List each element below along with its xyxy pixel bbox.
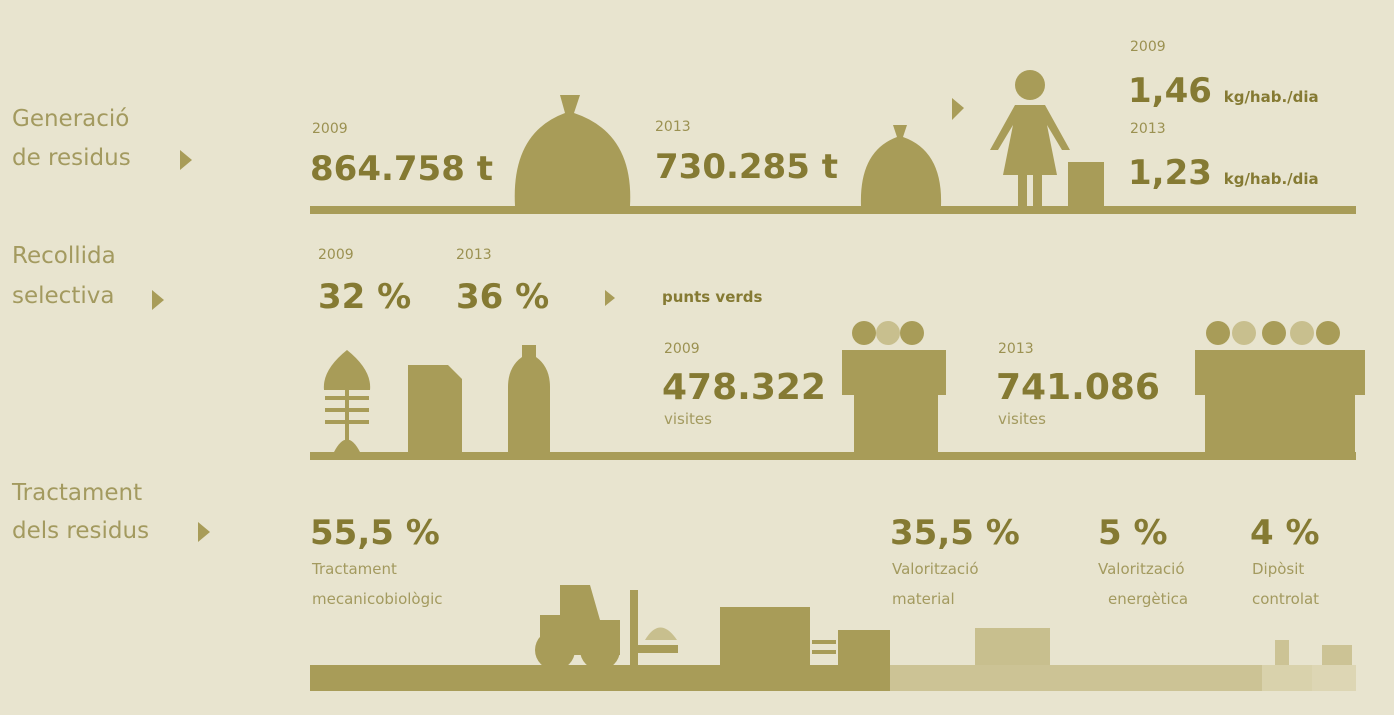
section-label: Generació: [12, 108, 129, 131]
value: 5 %: [1098, 516, 1168, 550]
caption: Valorització: [892, 562, 979, 577]
section-label: de residus: [12, 147, 131, 170]
year: 2009: [312, 122, 348, 136]
value: 1,23 kg/hab./dia: [1128, 156, 1319, 190]
section-label: dels residus: [12, 520, 149, 543]
caption: Valorització: [1098, 562, 1185, 577]
unit: kg/hab./dia: [1224, 88, 1319, 106]
year: 2013: [655, 120, 691, 134]
section-label: Recollida: [12, 245, 116, 268]
infographic: Generació de residus 2009 864.758 t 2013…: [0, 0, 1394, 715]
unit: visites: [998, 412, 1046, 427]
year: 2013: [456, 248, 492, 262]
year: 2009: [318, 248, 354, 262]
value-number: 1,23: [1128, 153, 1212, 193]
year: 2009: [1130, 40, 1166, 54]
value: 1,46 kg/hab./dia: [1128, 74, 1319, 108]
year: 2009: [664, 342, 700, 356]
value: 55,5 %: [310, 516, 440, 550]
caption: Tractament: [312, 562, 397, 577]
year: 2013: [998, 342, 1034, 356]
section-label: selectiva: [12, 285, 114, 308]
value: 36 %: [456, 280, 549, 314]
value: 741.086: [996, 370, 1160, 406]
value: 35,5 %: [890, 516, 1020, 550]
value: 478.322: [662, 370, 826, 406]
year: 2013: [1130, 122, 1166, 136]
unit: kg/hab./dia: [1224, 170, 1319, 188]
caption: controlat: [1252, 592, 1319, 607]
subtitle: punts verds: [662, 290, 762, 305]
value: 730.285 t: [655, 150, 838, 184]
value: 32 %: [318, 280, 411, 314]
caption: energètica: [1108, 592, 1188, 607]
section-label: Tractament: [12, 482, 142, 505]
caption: Dipòsit: [1252, 562, 1304, 577]
value-number: 1,46: [1128, 71, 1212, 111]
value: 864.758 t: [310, 152, 493, 186]
caption: material: [892, 592, 955, 607]
caption: mecanicobiològic: [312, 592, 443, 607]
unit: visites: [664, 412, 712, 427]
value: 4 %: [1250, 516, 1320, 550]
